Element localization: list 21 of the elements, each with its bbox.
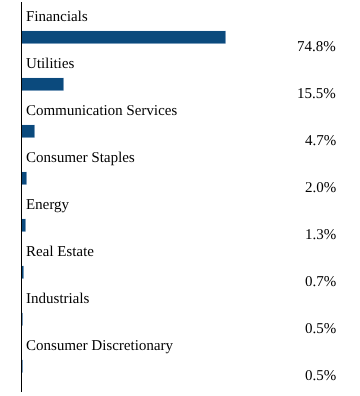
bar <box>22 218 26 232</box>
data-label: 2.0% <box>305 180 336 196</box>
bar <box>22 172 27 185</box>
data-label: 0.7% <box>305 274 336 290</box>
data-label: 1.3% <box>305 227 336 243</box>
data-label: 74.8% <box>297 39 336 55</box>
y-tick-label: Consumer Staples <box>26 150 135 166</box>
y-tick-label: Utilities <box>26 56 74 72</box>
y-tick-label: Industrials <box>26 291 90 307</box>
y-tick-label: Energy <box>26 197 70 213</box>
bar <box>22 124 35 138</box>
y-tick-label: Consumer Discretionary <box>26 338 174 354</box>
y-tick-label: Real Estate <box>26 244 94 260</box>
data-label: 4.7% <box>305 133 336 149</box>
y-tick-label: Communication Services <box>26 103 178 119</box>
y-tick-label: Financials <box>26 9 88 25</box>
data-label: 15.5% <box>297 86 336 102</box>
data-label: 0.5% <box>305 321 336 337</box>
bar <box>22 78 64 91</box>
bar <box>22 30 226 44</box>
data-label: 0.5% <box>305 368 336 384</box>
